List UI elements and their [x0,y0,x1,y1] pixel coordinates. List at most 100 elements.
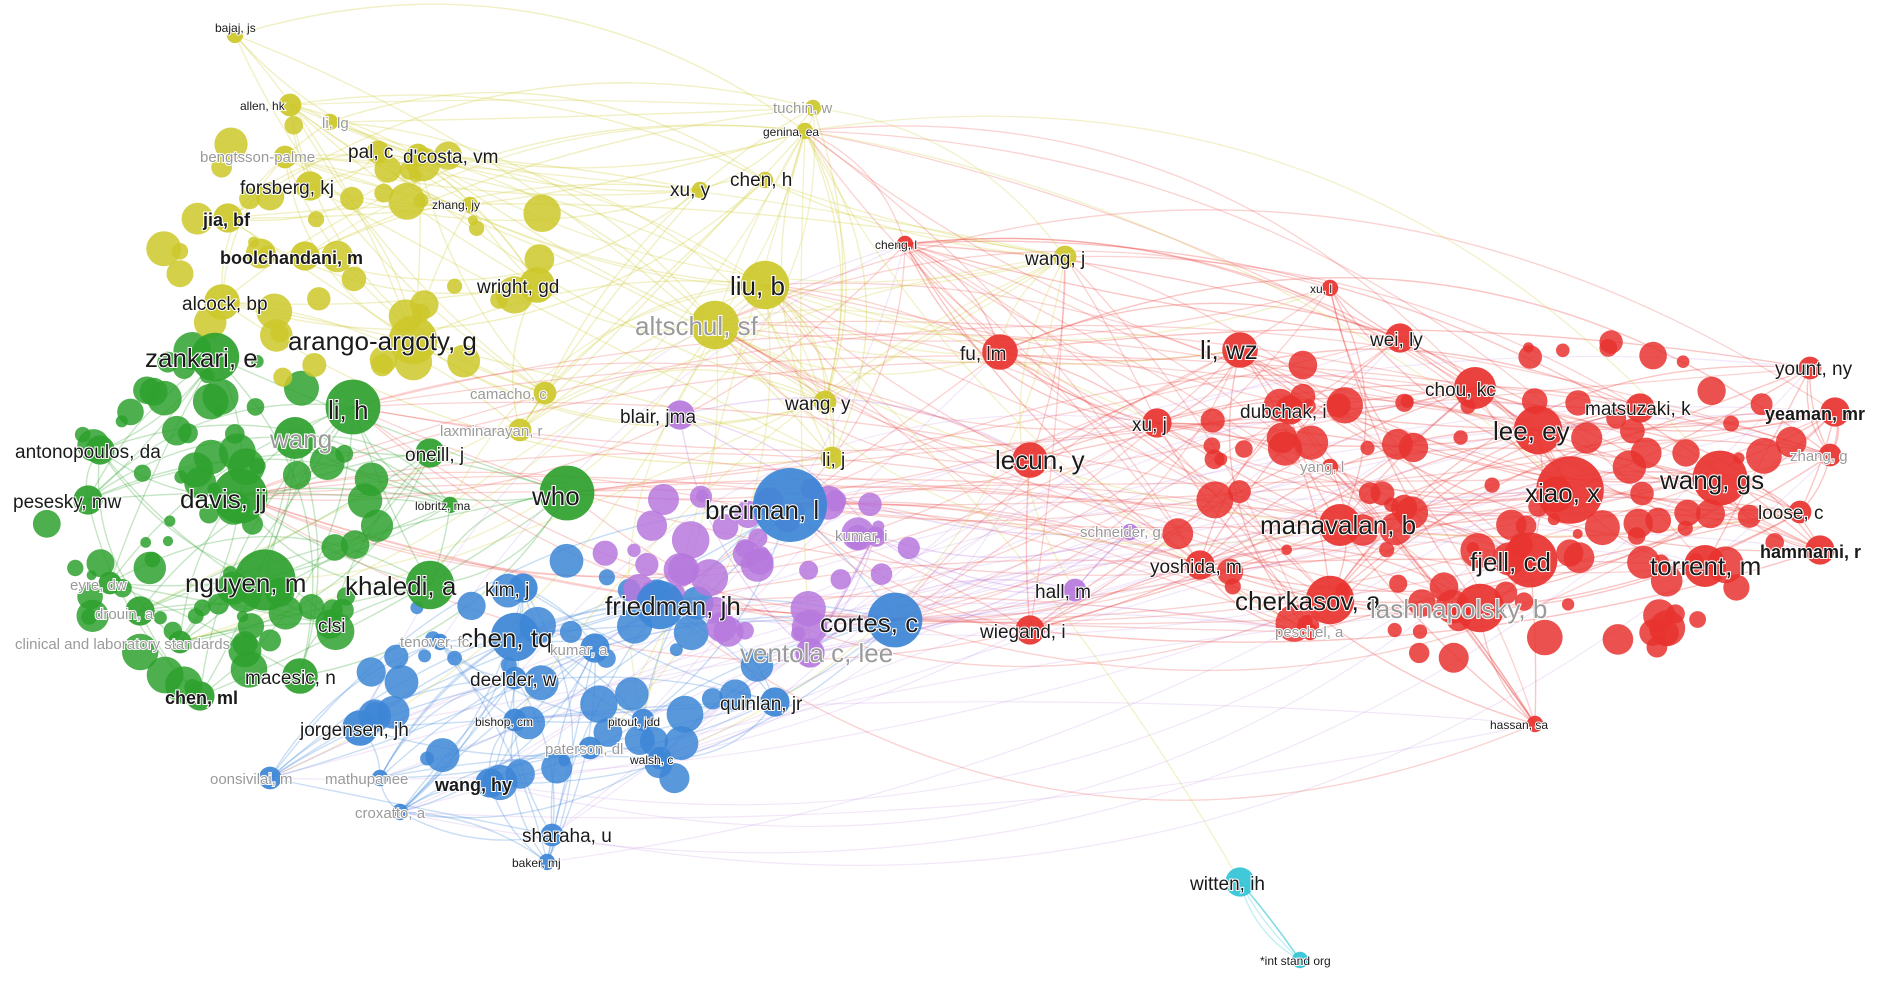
node-drouin[interactable] [125,596,155,626]
node-lih[interactable] [325,379,381,435]
node-arango[interactable] [388,315,438,365]
node-zankari[interactable] [190,332,240,382]
node-antono[interactable] [85,435,115,465]
node-laxmi[interactable] [508,418,532,442]
node-camacho[interactable] [533,381,557,405]
node-xul[interactable] [1321,279,1339,297]
citation-link [519,284,766,431]
network-node [388,182,426,220]
node-cortes[interactable] [867,592,923,648]
node-tenover[interactable] [431,633,449,651]
node-bakermj[interactable] [538,853,556,871]
node-altschul[interactable] [690,300,740,350]
node-xuy[interactable] [691,181,709,199]
node-croxatto[interactable] [391,803,409,821]
node-kumar_i[interactable] [866,526,884,544]
node-lilg[interactable] [321,113,339,131]
node-liub[interactable] [740,260,790,310]
node-breiman[interactable] [753,468,827,542]
node-deelder[interactable] [503,666,527,690]
node-chenml[interactable] [185,681,215,711]
node-wanghy[interactable] [475,768,505,798]
node-intstand[interactable] [1291,951,1309,969]
node-bajaj[interactable] [226,26,244,44]
node-kimj[interactable] [508,573,538,603]
node-chenh[interactable] [756,171,774,189]
node-matsuzaki[interactable] [1625,393,1655,423]
node-bishop[interactable] [503,708,527,732]
node-label-genina: genina, ea [763,125,819,139]
node-yangl[interactable] [1321,458,1339,476]
node-wang_g[interactable] [274,417,316,459]
node-clsi[interactable] [315,609,345,639]
node-clinlab[interactable] [168,630,192,654]
node-macesic[interactable] [282,658,318,694]
node-mathupanee[interactable] [371,769,389,787]
node-eyre[interactable] [98,571,122,595]
node-pal[interactable] [366,140,390,164]
node-oonsivilai[interactable] [258,766,282,790]
node-liwz[interactable] [1222,332,1258,368]
citation-link [804,130,1311,633]
node-leeey[interactable] [1513,405,1563,455]
node-pitout[interactable] [631,708,655,732]
node-davisjj[interactable] [212,468,268,524]
node-khaledi[interactable] [405,560,455,610]
node-witten[interactable] [1225,867,1255,897]
node-nguyen[interactable] [234,549,296,611]
node-forsberg[interactable] [295,171,325,201]
node-chentq[interactable] [490,612,540,662]
node-fulm[interactable] [982,334,1018,370]
node-yount[interactable] [1798,356,1822,380]
node-schneider[interactable] [1121,523,1139,541]
node-wangy[interactable] [813,390,837,414]
node-paterson[interactable] [578,736,602,760]
node-yeaman[interactable] [1820,397,1850,427]
node-xuj[interactable] [1142,408,1172,438]
node-ventola[interactable] [795,638,825,668]
node-alcock[interactable] [204,284,240,320]
node-friedman[interactable] [635,580,685,630]
node-jiabf[interactable] [213,203,243,233]
node-chengl[interactable] [896,235,914,253]
node-sharaha[interactable] [540,823,564,847]
node-genina[interactable] [796,122,814,140]
node-fjell[interactable] [1502,532,1558,588]
node-oneill[interactable] [415,438,445,468]
node-blair[interactable] [665,400,695,430]
node-jorgensen[interactable] [342,710,378,746]
node-lij[interactable] [820,446,844,470]
node-zhaog[interactable] [1818,443,1842,467]
node-cherkasov[interactable] [1305,575,1355,625]
node-xiaox[interactable] [1536,456,1604,524]
node-allen[interactable] [278,93,302,117]
node-lecun[interactable] [1012,442,1048,478]
node-who[interactable] [539,465,595,521]
node-dcosta[interactable] [406,143,430,167]
node-kumar_a[interactable] [580,633,610,663]
node-boolch[interactable] [290,241,320,271]
node-loose[interactable] [1788,500,1812,524]
node-dubchak[interactable] [1275,395,1305,425]
node-hammami[interactable] [1805,535,1835,565]
node-bengtsson[interactable] [273,145,297,169]
node-peschel[interactable] [1301,623,1319,641]
node-hassan[interactable] [1526,715,1544,733]
node-wangj[interactable] [1053,245,1077,269]
node-lobritz[interactable] [441,496,459,514]
node-pesesky[interactable] [73,485,103,515]
node-walsh[interactable] [648,746,672,770]
node-weily[interactable] [1385,323,1415,353]
node-manavalan[interactable] [1319,504,1361,546]
node-hallm[interactable] [1063,578,1087,602]
node-torrent[interactable] [1684,545,1726,587]
node-quinlan[interactable] [760,687,790,717]
node-tuchin[interactable] [804,99,822,117]
node-wanggs[interactable] [1692,450,1748,506]
node-yoshida[interactable] [1185,550,1215,580]
node-lashnapolsky[interactable] [1455,583,1505,633]
node-wrightgd[interactable] [519,267,555,303]
node-zhangjy[interactable] [461,196,479,214]
node-chou[interactable] [1454,367,1496,409]
node-wiegand[interactable] [1015,615,1045,645]
